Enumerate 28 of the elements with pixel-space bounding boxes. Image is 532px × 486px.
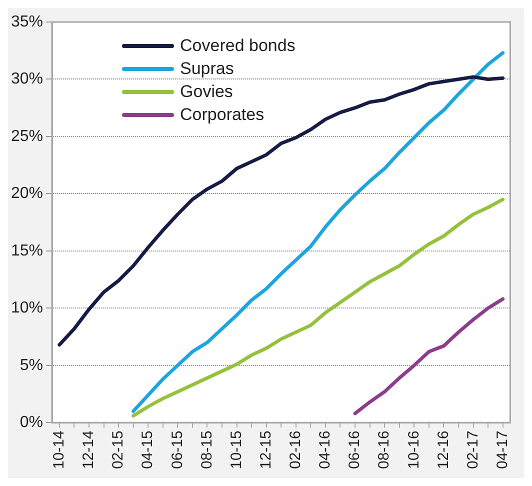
x-tick-label: 08-16 bbox=[376, 430, 393, 470]
x-tick-label: 12-16 bbox=[434, 430, 452, 470]
x-tick-label: 04-15 bbox=[139, 430, 156, 470]
legend-label: Govies bbox=[180, 81, 233, 103]
x-tick-label: 02-16 bbox=[287, 430, 304, 470]
x-tick-label: 02-17 bbox=[464, 430, 482, 470]
y-tick-label: 35% bbox=[10, 13, 44, 30]
x-tick-label: 04-17 bbox=[494, 430, 511, 470]
y-tick-label: 30% bbox=[10, 70, 44, 88]
y-tick-label: 25% bbox=[10, 128, 44, 145]
x-tick-label: 06-15 bbox=[168, 430, 186, 470]
legend-label: Supras bbox=[180, 58, 234, 80]
x-tick-label: 10-14 bbox=[50, 430, 68, 470]
x-tick-label: 04-16 bbox=[316, 430, 334, 470]
x-tick-label: 12-14 bbox=[80, 430, 98, 470]
y-tick-label: 15% bbox=[10, 242, 44, 260]
y-tick-label: 5% bbox=[20, 356, 44, 374]
x-tick-label: 02-15 bbox=[110, 430, 127, 470]
y-tick-label: 10% bbox=[10, 300, 44, 317]
x-tick-label: 12-15 bbox=[257, 430, 274, 470]
x-tick-label: 06-16 bbox=[346, 430, 364, 470]
y-tick-label: 20% bbox=[10, 185, 44, 202]
x-tick-label: 10-16 bbox=[405, 430, 422, 470]
x-tick-label: 10-15 bbox=[228, 430, 245, 470]
y-tick-label: 0% bbox=[20, 414, 44, 432]
legend-label: Corporates bbox=[180, 104, 264, 126]
x-tick-label: 08-15 bbox=[198, 430, 216, 470]
legend-label: Covered bonds bbox=[180, 35, 296, 57]
